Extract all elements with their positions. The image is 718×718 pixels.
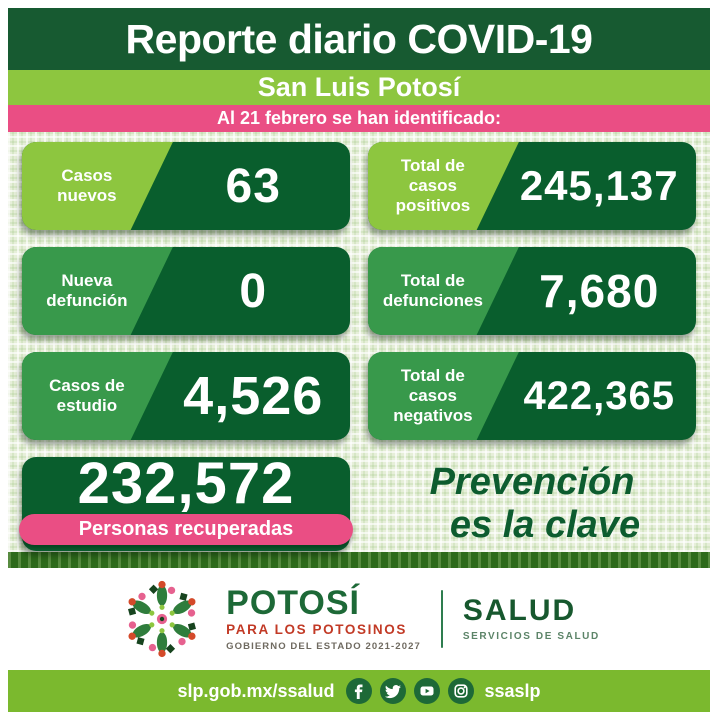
stat-card-total-positivos: Total de casos positivos 245,137 — [368, 142, 696, 230]
stat-row-1: Casos nuevos 63 Total de casos positivos… — [22, 142, 696, 230]
facebook-icon — [345, 678, 372, 704]
website-url: slp.gob.mx/ssalud — [177, 680, 335, 701]
stat-value: 422,365 — [523, 373, 676, 418]
slogan-line-1: Prevención — [429, 461, 635, 504]
logo-divider — [440, 590, 443, 648]
pattern-border-strip — [8, 552, 710, 568]
stat-label: Casos nuevos — [57, 165, 117, 205]
social-icons — [345, 678, 474, 704]
potosi-emblem — [128, 580, 197, 658]
stat-card-total-negativos: Total de casos negativos 422,365 — [368, 352, 696, 440]
social-handle: ssaslp — [484, 680, 541, 701]
stats-section: Casos nuevos 63 Total de casos positivos… — [8, 132, 710, 552]
stat-value: 4,526 — [183, 366, 324, 426]
stat-label: Nueva defunción — [46, 270, 128, 310]
date-banner-text: Al 21 febrero se han identificado: — [216, 108, 502, 128]
salud-logo-title: SALUD — [462, 594, 577, 627]
recovered-card: 232,572 Personas recuperadas — [19, 451, 353, 551]
stat-label: Casos de estudio — [49, 375, 125, 415]
date-banner: Al 21 febrero se han identificado: — [8, 105, 710, 132]
stat-card-casos-nuevos: Casos nuevos 63 — [22, 142, 350, 230]
stat-row-3: Casos de estudio 4,526 Total de casos ne… — [22, 352, 696, 440]
salud-logo-text: SALUD SERVICIOS DE SALUD — [462, 594, 600, 643]
page-title: Reporte diario COVID-19 — [125, 15, 593, 62]
stat-label: Total de casos negativos — [393, 365, 473, 426]
potosi-logo-tagline: GOBIERNO DEL ESTADO 2021-2027 — [226, 641, 421, 652]
twitter-icon — [379, 678, 406, 704]
recovered-value: 232,572 — [77, 450, 295, 516]
stat-card-total-defunciones: Total de defunciones 7,680 — [368, 247, 696, 335]
potosi-logo-title: POTOSÍ — [226, 584, 361, 622]
report-header: Reporte diario COVID-19 — [8, 8, 710, 70]
logos-footer: POTOSÍ PARA LOS POTOSINOS GOBIERNO DEL E… — [8, 568, 710, 670]
stat-row-2: Nueva defunción 0 Total de defunciones 7… — [22, 247, 696, 335]
state-band: San Luis Potosí — [8, 70, 710, 105]
stat-card-casos-estudio: Casos de estudio 4,526 — [22, 352, 350, 440]
salud-logo-subtitle: SERVICIOS DE SALUD — [462, 631, 600, 642]
bottom-bar: slp.gob.mx/ssalud — [8, 670, 710, 712]
stat-label: Total de casos positivos — [395, 155, 471, 216]
potosi-logo-subtitle: PARA LOS POTOSINOS — [226, 622, 407, 637]
slogan-line-2: es la clave — [449, 504, 641, 546]
stat-value: 245,137 — [519, 162, 679, 209]
potosi-logo-text: POTOSÍ PARA LOS POTOSINOS GOBIERNO DEL E… — [226, 586, 421, 652]
stat-value: 0 — [239, 264, 268, 318]
youtube-icon — [413, 678, 440, 704]
state-name: San Luis Potosí — [257, 72, 461, 102]
stat-label: Total de defunciones — [382, 270, 483, 310]
recovered-label-pill: Personas recuperadas — [19, 514, 353, 545]
stat-value: 63 — [225, 159, 281, 213]
stat-value: 7,680 — [539, 265, 660, 317]
stat-card-nueva-defuncion: Nueva defunción 0 — [22, 247, 350, 335]
stat-row-4: 232,572 Personas recuperadas Prevención … — [19, 451, 696, 551]
prevention-slogan: Prevención es la clave — [368, 457, 696, 551]
instagram-icon — [447, 678, 474, 704]
